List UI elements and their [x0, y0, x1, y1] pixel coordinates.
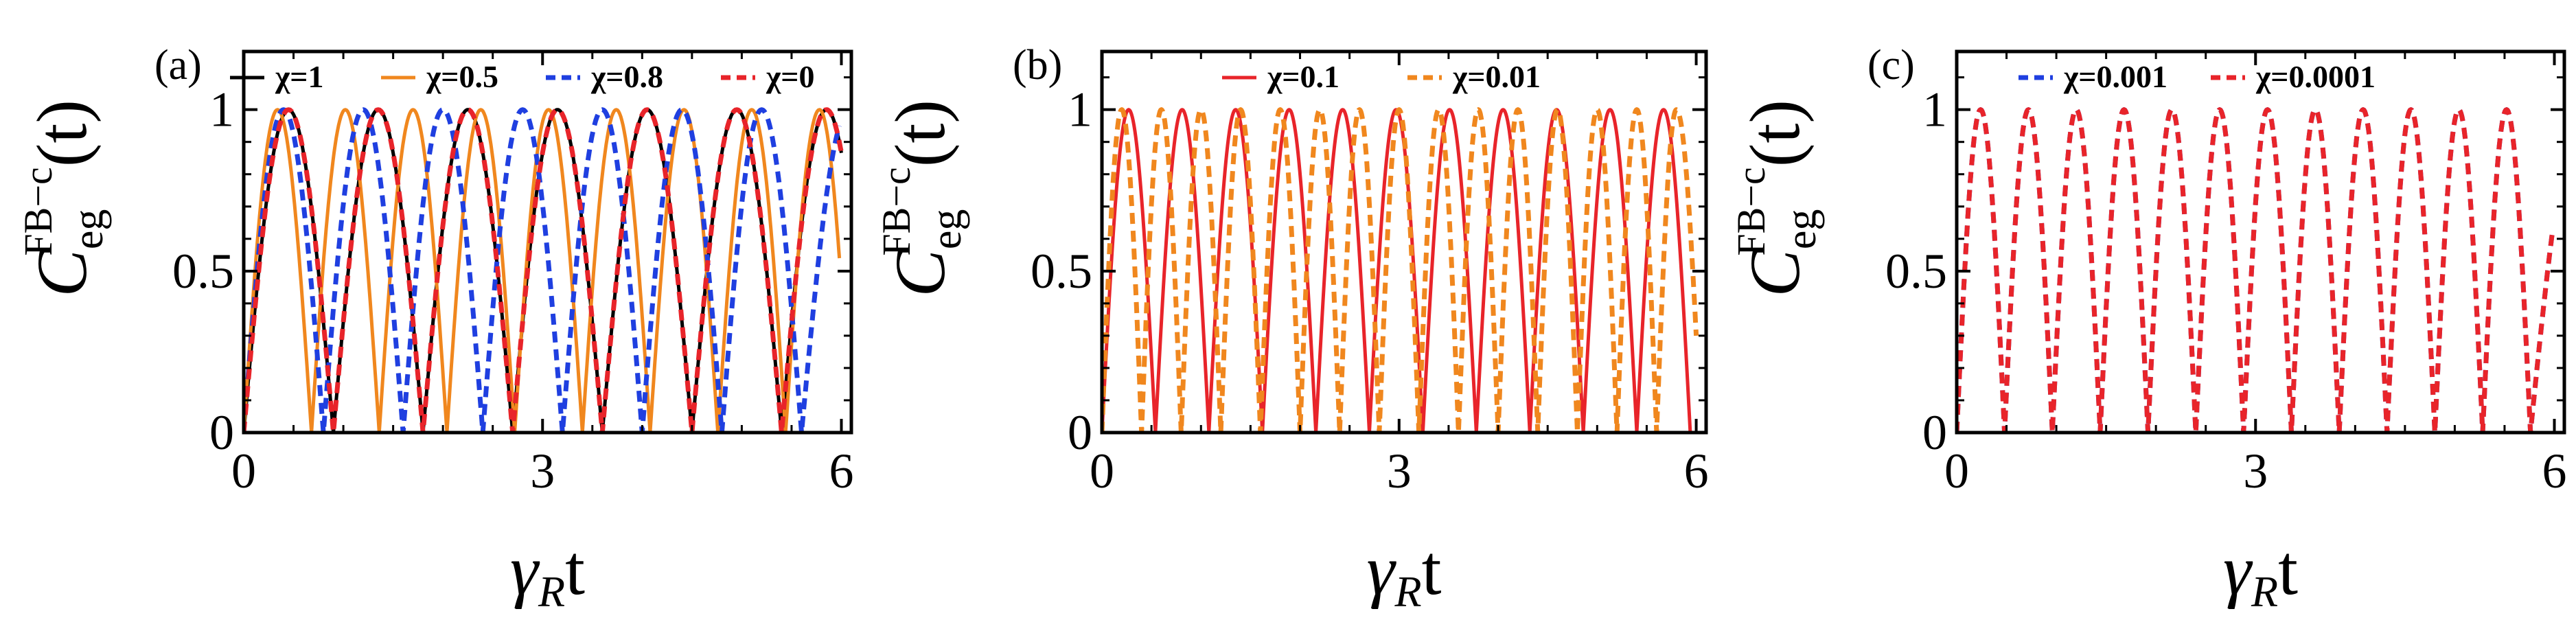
series-line-1 — [1102, 108, 1692, 433]
x-tick-label: 0 — [1944, 444, 1969, 498]
x-axis-label: γRt — [2223, 531, 2298, 616]
series-line-1 — [1957, 107, 2555, 433]
x-tick-label: 6 — [1684, 444, 1709, 498]
x-tick-label: 0 — [1090, 444, 1114, 498]
plot-frame — [1955, 49, 2566, 435]
series-line-2 — [244, 108, 842, 433]
panel-label: (c) — [1867, 42, 1915, 89]
legend-entry: χ=0.1 — [1267, 59, 1339, 94]
y-tick-label: 1 — [209, 82, 234, 137]
y-tick-label: 1 — [1922, 82, 1947, 137]
x-tick-label: 6 — [829, 444, 853, 498]
x-tick-label: 6 — [2542, 444, 2566, 498]
series-group — [244, 107, 844, 433]
series-line-3 — [244, 107, 842, 433]
y-tick-label: 0.5 — [1031, 244, 1092, 299]
legend-entry: χ=0.001 — [2063, 59, 2167, 94]
panel-c: 0 0.5 1 0 3 6 (c) χ=0.001 χ=0.0001 CegFB−c(t) γRt — [1729, 42, 2566, 616]
series-group — [1957, 107, 2555, 433]
series-group — [1102, 107, 1699, 433]
series-line-2 — [1957, 107, 2555, 433]
y-tick-label: 0.5 — [1885, 244, 1947, 299]
x-tick-label: 3 — [2243, 444, 2268, 498]
plot-frame — [1100, 49, 1708, 435]
x-axis-label: γRt — [1367, 531, 1442, 616]
y-tick-label: 0 — [1068, 405, 1092, 460]
legend-entry: χ=0.0001 — [2255, 59, 2376, 94]
x-tick-label: 0 — [231, 444, 256, 498]
legend-entry: χ=0.8 — [590, 59, 663, 94]
y-axis-label: CegFB−c(t) — [1729, 100, 1825, 297]
legend-entry: χ=0.5 — [426, 59, 498, 94]
legend-entry: χ=0 — [766, 59, 814, 94]
y-tick-label: 0 — [1922, 405, 1947, 460]
y-axis-label: CegFB−c(t) — [874, 100, 970, 297]
y-tick-label: 0.5 — [172, 244, 234, 299]
x-tick-label: 3 — [530, 444, 555, 498]
plot-frame — [242, 49, 853, 435]
panel-label: (a) — [154, 42, 202, 89]
legend-entry: χ=0.01 — [1452, 59, 1541, 94]
y-tick-label: 0 — [209, 405, 234, 460]
series-line-2 — [1102, 107, 1699, 433]
legend-entry: χ=1 — [275, 59, 323, 94]
panel-label: (b) — [1013, 42, 1062, 89]
y-tick-label: 1 — [1068, 82, 1092, 137]
x-axis-label: γRt — [510, 531, 585, 616]
x-tick-label: 3 — [1387, 444, 1412, 498]
panel-a: 0 0.5 1 0 3 6 (a) χ=1 χ=0.5 χ=0.8 χ=0 CegFB−c(t) γRt — [16, 42, 853, 616]
panel-b: 0 0.5 1 0 3 6 (b) χ=0.1 χ=0.01 CegFB−c(t) γRt — [874, 42, 1709, 616]
y-axis-label: CegFB−c(t) — [16, 100, 112, 297]
